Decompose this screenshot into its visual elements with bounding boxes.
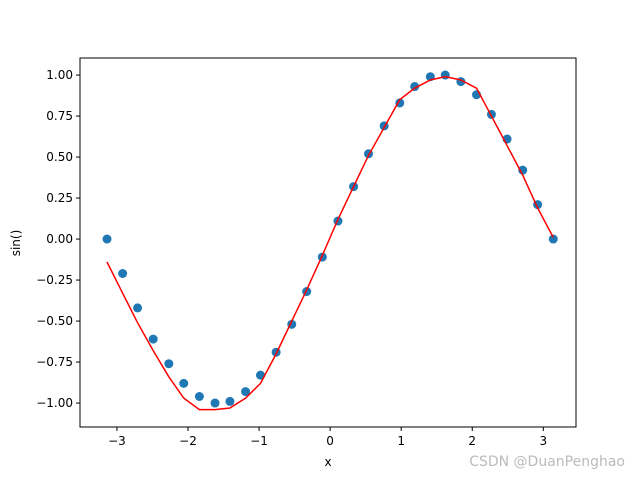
y-tick-label: 0.25 [46,191,73,205]
y-tick-label: −0.75 [36,355,73,369]
y-tick-label: 1.00 [46,68,73,82]
data-point [410,82,420,92]
y-tick-label: −0.25 [36,273,73,287]
data-point [164,359,174,369]
y-tick-label: 0.50 [46,150,73,164]
data-point [194,391,204,401]
plot-frame [79,57,577,428]
data-point [148,334,158,344]
data-point [548,234,558,244]
y-tick-label: −0.50 [36,314,73,328]
data-point [102,234,112,244]
x-axis-label: x [324,455,331,469]
x-tick-label: −2 [179,434,197,448]
x-tick-label: −1 [250,434,268,448]
data-point [255,370,265,380]
x-tick-label: 3 [539,434,547,448]
x-tick-label: 0 [326,434,334,448]
watermark: CSDN @DuanPenghao [469,454,625,470]
y-tick-label: 0.00 [46,232,73,246]
x-tick-label: 1 [397,434,405,448]
data-point [179,378,189,388]
data-point [118,268,128,278]
data-point [133,303,143,313]
data-point [241,387,251,397]
y-axis-label: sin() [9,230,23,257]
y-tick-label: −1.00 [36,396,73,410]
x-tick-label: −3 [108,434,126,448]
data-point [440,70,450,80]
x-tick-label: 2 [468,434,476,448]
fit-line [106,75,554,411]
data-point [210,398,220,408]
y-tick-label: 0.75 [46,109,73,123]
data-point [225,396,235,406]
